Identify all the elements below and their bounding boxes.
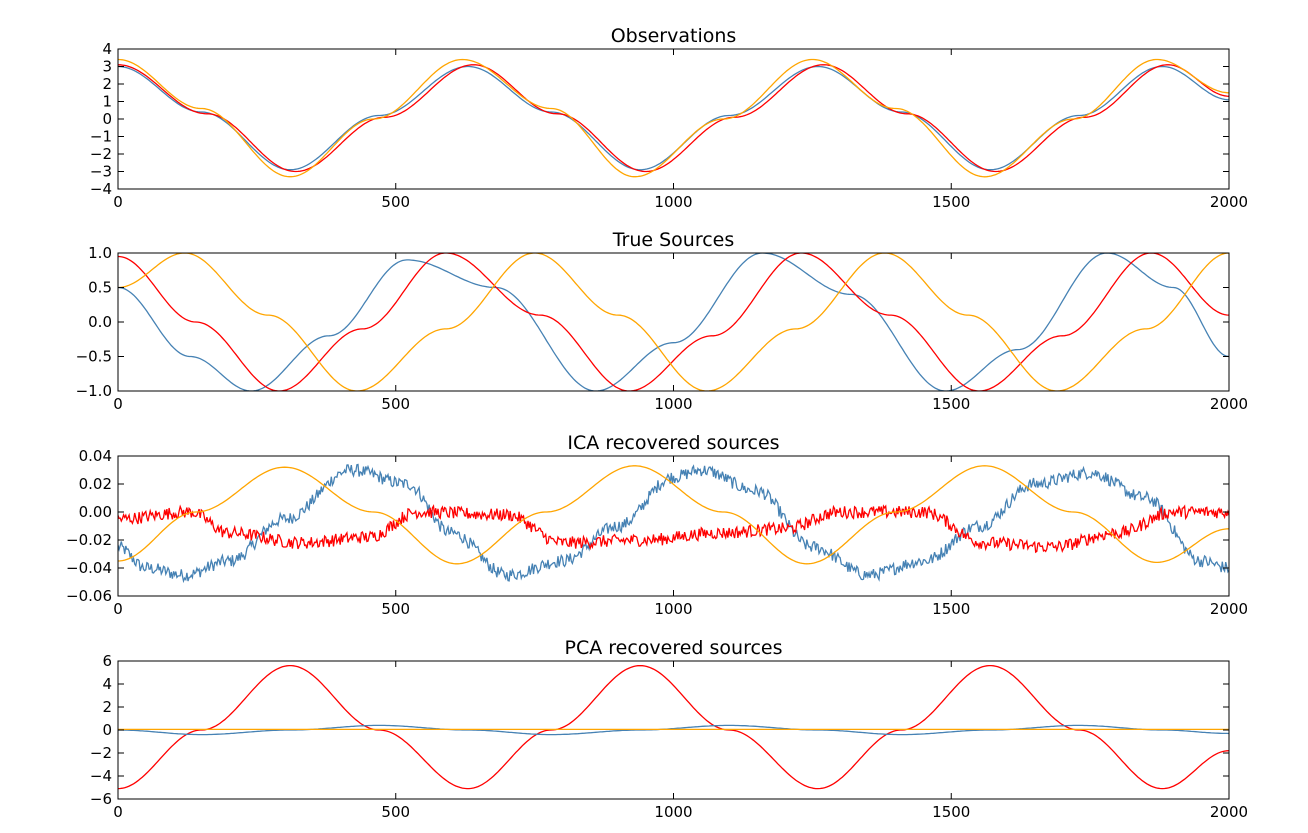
- series-line-2: [118, 64, 1229, 173]
- y-tick-label: 1: [102, 93, 112, 111]
- series-line-2: [118, 504, 1229, 554]
- series-line-3: [118, 253, 1229, 391]
- x-tick-label: 1500: [932, 600, 970, 618]
- chart-title: PCA recovered sources: [564, 637, 782, 659]
- x-tick-label: 0: [113, 395, 123, 413]
- y-tick-label: −4: [90, 767, 112, 785]
- series-line-2: [118, 253, 1229, 391]
- x-tick-label: 0: [113, 193, 123, 211]
- series-line-1: [118, 463, 1229, 584]
- y-tick-label: −1.0: [76, 382, 112, 400]
- y-tick-label: −3: [90, 163, 112, 181]
- x-tick-label: 1000: [654, 395, 692, 413]
- series-line-3: [118, 58, 1229, 178]
- y-tick-label: 0.00: [79, 503, 112, 521]
- series-group: [118, 463, 1229, 584]
- y-tick-label: 6: [102, 652, 112, 670]
- y-tick-label: 0.0: [88, 313, 112, 331]
- y-tick-label: −0.04: [66, 559, 112, 577]
- x-tick-label: 2000: [1210, 193, 1248, 211]
- subplot-4: 0 500 1000 1500 2000 6 4 2 0 −2 −4 −6 PCA recovered …: [90, 637, 1248, 821]
- y-tick-label: 0: [102, 110, 112, 128]
- x-tick-label: 1500: [932, 803, 970, 821]
- x-tick-label: 1000: [654, 193, 692, 211]
- x-tick-label: 2000: [1210, 803, 1248, 821]
- x-tick-label: 2000: [1210, 395, 1248, 413]
- series-group: [118, 664, 1229, 790]
- y-tick-label: −1: [90, 128, 112, 146]
- y-tick-label: −2: [90, 744, 112, 762]
- x-tick-label: 1000: [654, 803, 692, 821]
- x-tick-label: 500: [381, 193, 410, 211]
- y-tick-label: 0: [102, 721, 112, 739]
- series-line-1: [118, 253, 1229, 391]
- y-tick-label: 3: [102, 58, 112, 76]
- x-tick-label: 500: [381, 395, 410, 413]
- series-line-1: [118, 664, 1229, 790]
- series-group: [118, 58, 1229, 178]
- x-tick-label: 1500: [932, 395, 970, 413]
- subplot-2: 0 500 1000 1500 2000 1.0 0.5 0.0 −0.5 −1.0 True So…: [76, 229, 1249, 413]
- y-tick-label: −0.02: [66, 531, 112, 549]
- x-tick-label: 500: [381, 803, 410, 821]
- series-line-3: [118, 465, 1229, 565]
- y-tick-label: 1.0: [88, 244, 112, 262]
- y-tick-label: −0.5: [76, 348, 112, 366]
- y-tick-label: 2: [102, 75, 112, 93]
- y-tick-label: 0.5: [88, 279, 112, 297]
- y-tick-label: −6: [90, 790, 112, 808]
- y-tick-label: −4: [90, 180, 112, 198]
- y-tick-label: −2: [90, 145, 112, 163]
- chart-title: True Sources: [612, 229, 735, 251]
- y-tick-label: 0.02: [79, 475, 112, 493]
- x-tick-label: 500: [381, 600, 410, 618]
- series-group: [118, 253, 1229, 391]
- x-tick-label: 1000: [654, 600, 692, 618]
- subplot-3: 0 500 1000 1500 2000 0.04 0.02 0.00 −0.02 −0.04 −0…: [66, 432, 1248, 618]
- y-tick-label: −0.06: [66, 587, 112, 605]
- y-tick-label: 2: [102, 698, 112, 716]
- chart-title: Observations: [611, 25, 737, 47]
- y-tick-label: 0.04: [79, 447, 112, 465]
- x-tick-label: 0: [113, 600, 123, 618]
- x-tick-label: 0: [113, 803, 123, 821]
- axes-frame: [117, 48, 1230, 190]
- y-tick-label: 4: [102, 40, 112, 58]
- subplot-1: 0 500 1000 1500 200043210−1−2−3−4Observation…: [90, 25, 1248, 211]
- y-tick-label: 4: [102, 675, 112, 693]
- x-tick-label: 1500: [932, 193, 970, 211]
- chart-title: ICA recovered sources: [567, 432, 779, 454]
- x-tick-label: 2000: [1210, 600, 1248, 618]
